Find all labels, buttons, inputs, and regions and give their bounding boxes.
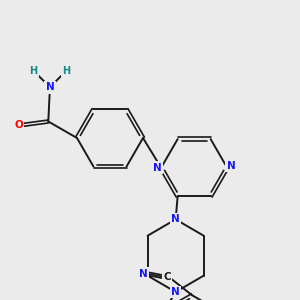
Text: O: O xyxy=(14,120,23,130)
Text: N: N xyxy=(153,163,161,173)
Text: H: H xyxy=(29,66,38,76)
Text: N: N xyxy=(227,161,236,171)
Text: H: H xyxy=(62,66,70,76)
Text: N: N xyxy=(46,82,54,92)
Text: N: N xyxy=(139,269,148,279)
Text: C: C xyxy=(163,272,171,282)
Text: N: N xyxy=(171,287,180,297)
Text: N: N xyxy=(171,214,180,224)
